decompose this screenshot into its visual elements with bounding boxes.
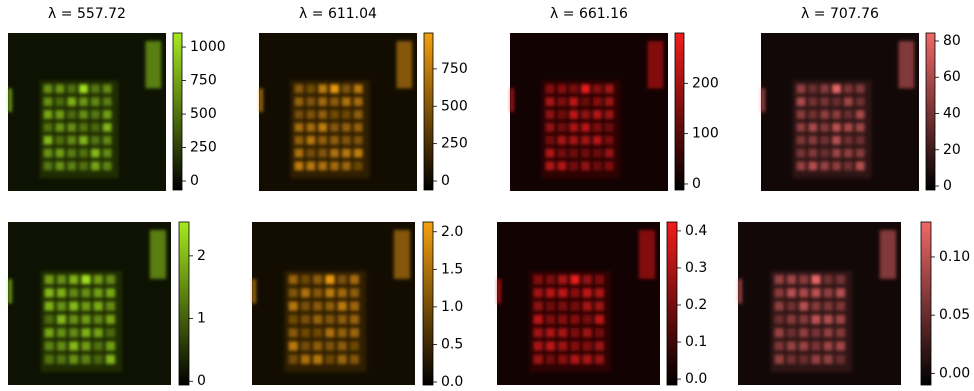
panel: 0 1 2 (8, 221, 206, 389)
panel-title: λ = 661.16 (550, 6, 628, 22)
panel-title: λ = 707.76 (801, 6, 879, 22)
colorbar-tick-label: 40 (943, 105, 961, 121)
image (738, 222, 901, 385)
colorbar (674, 32, 685, 191)
panel: λ = 557.72 0 250 500 750 1000 (8, 6, 226, 191)
colorbar-tick-label: 750 (441, 61, 468, 77)
colorbar-tick-label: 0.5 (441, 336, 463, 352)
colorbar-tick-label: 0 (943, 178, 952, 194)
colorbar-tick-label: 1000 (190, 39, 226, 55)
image (761, 33, 919, 191)
colorbar-tick-label: 0.0 (685, 371, 707, 387)
panel: λ = 661.16 0 100 200 (510, 6, 719, 192)
image (8, 222, 171, 385)
colorbar-tick-label: 250 (441, 136, 468, 152)
colorbar-tick-label: 1.0 (441, 299, 463, 315)
colorbar (172, 32, 183, 191)
colorbar-tick-label: 500 (190, 106, 217, 122)
panel: λ = 707.76 0 20 40 60 80 (761, 6, 961, 194)
colorbar-tick-label: 0 (197, 373, 206, 389)
colorbar-tick-label: 500 (441, 98, 468, 114)
colorbar-tick-label: 0.00 (939, 365, 970, 381)
colorbar (178, 221, 190, 386)
image (8, 33, 166, 191)
colorbar-tick-label: 20 (943, 142, 961, 158)
colorbar-tick-label: 0.0 (441, 374, 463, 390)
panel: 0.0 0.1 0.2 0.3 0.4 (497, 221, 707, 387)
colorbar-tick-label: 0 (441, 173, 450, 189)
colorbar-tick-label: 2 (197, 248, 206, 264)
colorbar-tick-label: 2.0 (441, 224, 463, 240)
colorbar-tick-label: 1.5 (441, 261, 463, 277)
colorbar-tick-label: 750 (190, 73, 217, 89)
colorbar-tick-label: 0 (190, 173, 199, 189)
colorbar-tick-label: 1 (197, 311, 206, 327)
colorbar-tick-label: 0.4 (685, 223, 707, 239)
colorbar-tick-label: 0.05 (939, 307, 970, 323)
image (252, 222, 415, 385)
colorbar (422, 221, 434, 386)
colorbar (666, 221, 678, 386)
colorbar-tick-label: 0.1 (685, 334, 707, 350)
panel: 0.0 0.5 1.0 1.5 2.0 (252, 221, 463, 390)
colorbar-tick-label: 250 (190, 140, 217, 156)
image (510, 33, 668, 191)
colorbar-tick-label: 0.2 (685, 297, 707, 313)
panel: λ = 611.04 0 250 500 750 (259, 6, 468, 191)
colorbar-tick-label: 200 (692, 75, 719, 91)
colorbar-tick-label: 0.3 (685, 260, 707, 276)
colorbar-tick-label: 0.10 (939, 249, 970, 265)
colorbar-tick-label: 0 (692, 176, 701, 192)
image (259, 33, 417, 191)
colorbar (920, 221, 932, 386)
colorbar (423, 32, 434, 191)
colorbar-tick-label: 80 (943, 33, 961, 49)
colorbar (925, 32, 936, 191)
panel: 0.00 0.05 0.10 (738, 221, 970, 386)
colorbar-tick-label: 60 (943, 69, 961, 85)
colorbar-tick-label: 100 (692, 126, 719, 142)
image (497, 222, 660, 385)
panel-title: λ = 611.04 (299, 6, 377, 22)
panel-title: λ = 557.72 (48, 6, 126, 22)
